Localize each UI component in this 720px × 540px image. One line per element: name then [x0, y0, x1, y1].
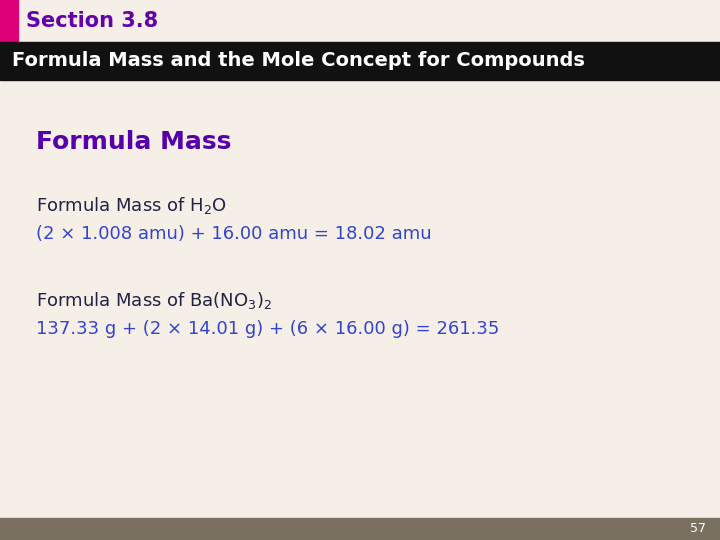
Text: Formula Mass of $\mathregular{H_2O}$: Formula Mass of $\mathregular{H_2O}$ [36, 195, 227, 216]
Bar [0, 0, 720, 42]
Text: (2 × 1.008 amu) + 16.00 amu = 18.02 amu: (2 × 1.008 amu) + 16.00 amu = 18.02 amu [36, 225, 431, 243]
Text: Formula Mass: Formula Mass [36, 130, 231, 154]
Text: 137.33 g + (2 × 14.01 g) + (6 × 16.00 g) = 261.35: 137.33 g + (2 × 14.01 g) + (6 × 16.00 g)… [36, 320, 500, 338]
Bar [0, 0, 18, 42]
Text: Formula Mass and the Mole Concept for Compounds: Formula Mass and the Mole Concept for Co… [12, 51, 585, 71]
Text: Section 3.8: Section 3.8 [26, 11, 158, 31]
Text: Formula Mass of $\mathregular{Ba(NO_3)_2}$: Formula Mass of $\mathregular{Ba(NO_3)_2… [36, 290, 272, 311]
Bar [0, 518, 720, 540]
Text: 57: 57 [690, 523, 706, 536]
Bar [0, 42, 720, 80]
